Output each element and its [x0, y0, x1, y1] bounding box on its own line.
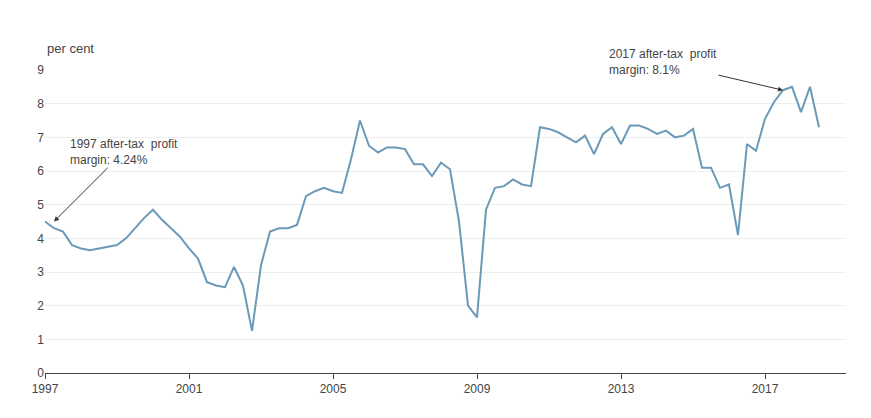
svg-text:3: 3: [37, 265, 44, 279]
svg-text:0: 0: [37, 366, 44, 380]
svg-text:5: 5: [37, 198, 44, 212]
svg-text:2: 2: [37, 299, 44, 313]
svg-text:6: 6: [37, 164, 44, 178]
svg-text:2001: 2001: [176, 382, 203, 396]
svg-text:8: 8: [37, 97, 44, 111]
svg-text:2005: 2005: [320, 382, 347, 396]
svg-text:4: 4: [37, 232, 44, 246]
svg-text:9: 9: [37, 63, 44, 77]
svg-text:1997: 1997: [32, 382, 59, 396]
svg-text:1997 after-tax profitmargin:: 1997 after-tax profitmargin: 4.24%: [70, 137, 178, 167]
svg-text:1: 1: [37, 333, 44, 347]
svg-text:2017: 2017: [752, 382, 779, 396]
svg-text:per cent: per cent: [47, 41, 94, 56]
svg-text:2013: 2013: [608, 382, 635, 396]
svg-text:2009: 2009: [464, 382, 491, 396]
svg-text:2017 after-tax profitmargin:: 2017 after-tax profitmargin: 8.1%: [609, 47, 717, 77]
svg-text:7: 7: [37, 131, 44, 145]
